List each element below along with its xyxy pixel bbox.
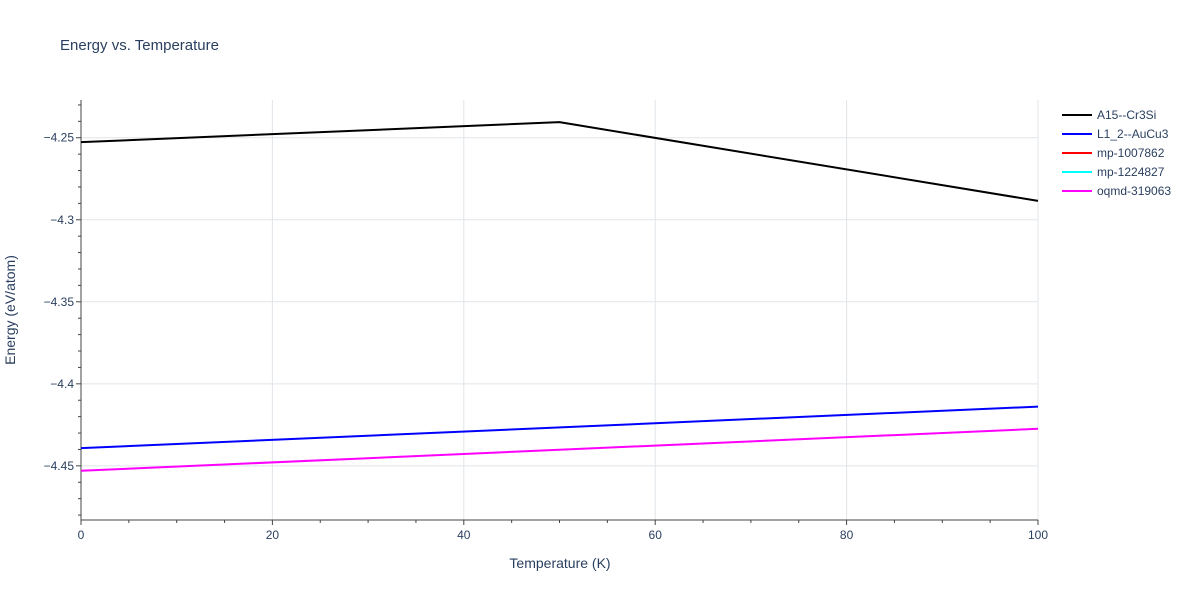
grid-lines	[81, 100, 1039, 520]
legend-label: L1_2--AuCu3	[1097, 127, 1169, 141]
y-tick-label: −4.45	[44, 459, 75, 473]
legend-label: A15--Cr3Si	[1097, 108, 1156, 122]
x-tick-label: 0	[78, 528, 85, 542]
y-tick-label: −4.3	[50, 213, 74, 227]
legend-item[interactable]: mp-1007862	[1062, 146, 1165, 160]
x-tick-label: 20	[266, 528, 280, 542]
y-axis-title: Energy (eV/atom)	[2, 255, 18, 365]
y-tick-label: −4.4	[50, 377, 74, 391]
series-lines	[80, 121, 1039, 472]
x-tick-label: 40	[457, 528, 471, 542]
chart-title: Energy vs. Temperature	[60, 37, 219, 54]
legend-label: mp-1007862	[1097, 146, 1165, 160]
series-line-a15-cr3si	[80, 121, 1039, 202]
tick-labels: 0 20 40 60 80 100 −4.25 −4.3 −4.35 −4.4 −4.45	[44, 131, 1049, 542]
legend-label: oqmd-319063	[1097, 184, 1171, 198]
y-tick-label: −4.25	[44, 131, 75, 145]
series-line-oqmd-319063	[80, 427, 1039, 472]
y-tick-label: −4.35	[44, 295, 75, 309]
legend-item[interactable]: oqmd-319063	[1062, 184, 1171, 198]
legend: A15--Cr3Si L1_2--AuCu3 mp-1007862 mp-122482…	[1062, 108, 1171, 198]
series-line-l1-2-aucu3	[80, 405, 1039, 450]
x-tick-label: 60	[649, 528, 663, 542]
legend-item[interactable]: mp-1224827	[1062, 165, 1165, 179]
legend-label: mp-1224827	[1097, 165, 1165, 179]
axes	[76, 100, 1039, 525]
legend-item[interactable]: L1_2--AuCu3	[1062, 127, 1169, 141]
x-axis-title: Temperature (K)	[509, 555, 610, 571]
x-tick-label: 100	[1028, 528, 1048, 542]
legend-item[interactable]: A15--Cr3Si	[1062, 108, 1156, 122]
x-tick-label: 80	[840, 528, 854, 542]
